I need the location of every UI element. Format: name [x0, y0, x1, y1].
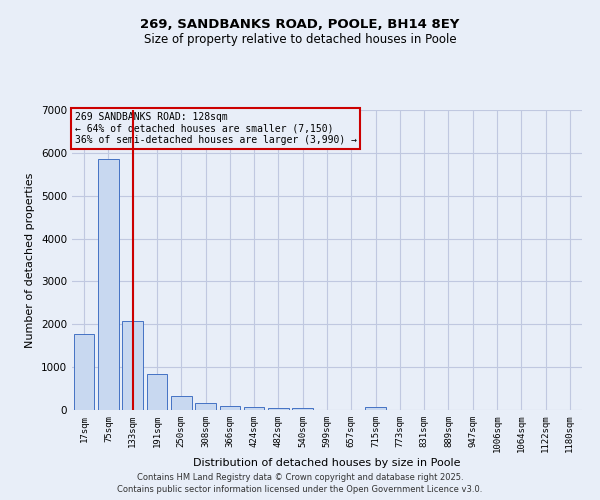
Text: 269, SANDBANKS ROAD, POOLE, BH14 8EY: 269, SANDBANKS ROAD, POOLE, BH14 8EY	[140, 18, 460, 30]
Text: Contains public sector information licensed under the Open Government Licence v3: Contains public sector information licen…	[118, 485, 482, 494]
Bar	[122, 321, 143, 410]
Bar	[365, 408, 386, 410]
Bar	[268, 408, 289, 410]
Bar	[292, 408, 313, 410]
Bar	[74, 334, 94, 410]
Bar	[195, 402, 216, 410]
Bar	[220, 406, 240, 410]
Bar	[244, 406, 265, 410]
Bar	[171, 396, 191, 410]
Bar	[146, 374, 167, 410]
Bar	[98, 160, 119, 410]
Text: Size of property relative to detached houses in Poole: Size of property relative to detached ho…	[143, 32, 457, 46]
Y-axis label: Number of detached properties: Number of detached properties	[25, 172, 35, 348]
X-axis label: Distribution of detached houses by size in Poole: Distribution of detached houses by size …	[193, 458, 461, 468]
Text: 269 SANDBANKS ROAD: 128sqm
← 64% of detached houses are smaller (7,150)
36% of s: 269 SANDBANKS ROAD: 128sqm ← 64% of deta…	[74, 112, 356, 144]
Text: Contains HM Land Registry data © Crown copyright and database right 2025.: Contains HM Land Registry data © Crown c…	[137, 472, 463, 482]
